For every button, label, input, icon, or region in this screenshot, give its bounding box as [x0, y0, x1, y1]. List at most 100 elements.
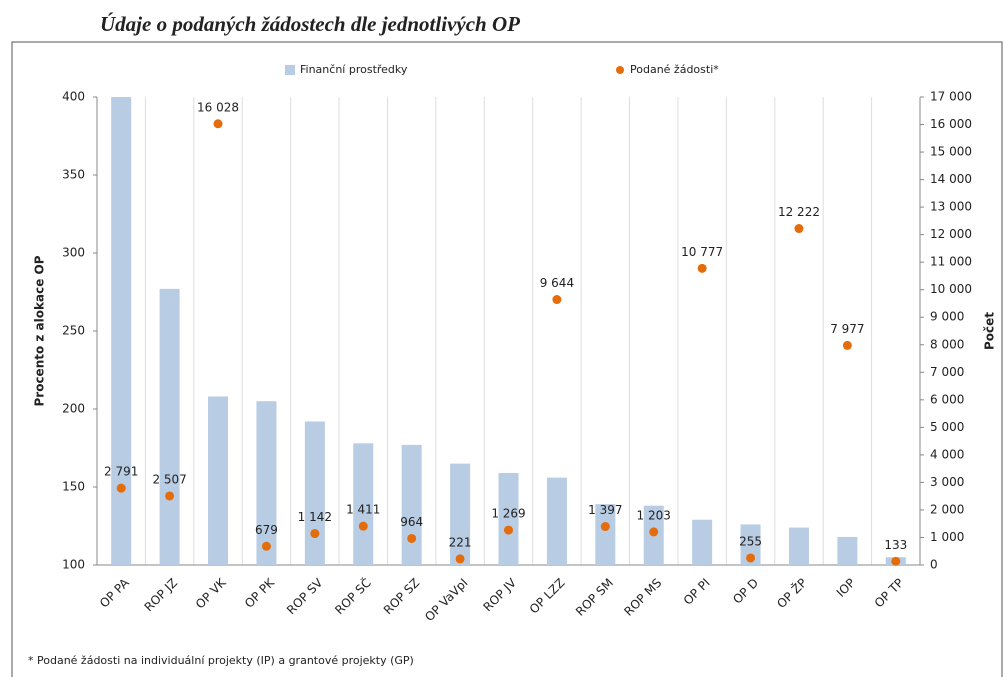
- x-tick-label: OP PI: [681, 576, 713, 608]
- x-tick-label: OP TP: [872, 576, 907, 611]
- data-label: 964: [400, 515, 423, 529]
- x-tick-label: OP LZZ: [527, 576, 568, 617]
- bar: [740, 524, 761, 565]
- point: [310, 529, 320, 539]
- point: [261, 541, 271, 551]
- y2-tick-label: 16 000: [930, 117, 972, 131]
- bar: [546, 477, 567, 565]
- x-tick-label: ROP JV: [480, 575, 519, 614]
- bar: [837, 536, 858, 565]
- point: [455, 554, 465, 564]
- bar: [256, 401, 277, 565]
- point: [358, 521, 368, 531]
- x-tick-label: ROP JZ: [142, 576, 181, 615]
- y-tick-label: 400: [62, 90, 85, 104]
- legend-swatch: [285, 65, 295, 75]
- bar: [208, 396, 229, 565]
- x-tick-label: ROP SM: [573, 576, 616, 619]
- x-tick-label: ROP SV: [284, 575, 326, 617]
- y2-tick-label: 2 000: [930, 502, 964, 516]
- data-label: 10 777: [681, 245, 723, 259]
- point: [697, 263, 707, 273]
- y2-tick-label: 14 000: [930, 172, 972, 186]
- point: [649, 527, 659, 537]
- bar: [304, 421, 325, 565]
- y-tick-label: 150: [62, 480, 85, 494]
- point: [407, 533, 417, 543]
- x-tick-label: OP VaVpI: [422, 576, 470, 624]
- y2-tick-label: 12 000: [930, 227, 972, 241]
- data-label: 1 142: [298, 510, 332, 524]
- point: [552, 295, 562, 305]
- x-tick-label: OP ŽP: [774, 575, 810, 611]
- footnote: * Podané žádosti na individuální projekt…: [28, 654, 414, 667]
- legend-label: Finanční prostředky: [300, 63, 408, 76]
- y2-tick-label: 6 000: [930, 392, 964, 406]
- chart-title: Údaje o podaných žádostech dle jednotliv…: [100, 12, 520, 36]
- x-tick-label: IOP: [834, 576, 858, 600]
- y2-tick-label: 4 000: [930, 447, 964, 461]
- point: [116, 483, 126, 493]
- x-tick-label: ROP SZ: [381, 576, 422, 617]
- bar: [353, 443, 374, 565]
- data-label: 221: [449, 535, 472, 549]
- legend-swatch: [616, 66, 624, 74]
- bar: [595, 504, 616, 565]
- data-label: 679: [255, 523, 278, 537]
- y2-tick-label: 1 000: [930, 530, 964, 544]
- point: [600, 522, 610, 532]
- data-label: 9 644: [540, 276, 574, 290]
- point: [746, 553, 756, 563]
- data-label: 16 028: [197, 100, 239, 114]
- bar: [450, 463, 471, 565]
- y2-tick-label: 13 000: [930, 200, 972, 214]
- y-tick-label: 300: [62, 246, 85, 260]
- y2-axis-title: Počet: [983, 312, 997, 350]
- bar: [692, 519, 713, 565]
- legend-label: Podané žádosti*: [630, 63, 719, 76]
- data-label: 2 507: [152, 472, 186, 486]
- point: [504, 525, 513, 535]
- y2-tick-label: 8 000: [930, 337, 964, 351]
- data-label: 12 222: [778, 205, 820, 219]
- data-label: 7 977: [830, 322, 864, 336]
- y2-tick-label: 0: [930, 558, 938, 572]
- point: [794, 224, 804, 234]
- point: [842, 340, 852, 350]
- data-label: 2 791: [104, 465, 138, 479]
- point: [891, 556, 901, 566]
- bar: [788, 527, 809, 565]
- y-tick-label: 350: [62, 168, 85, 182]
- bar: [159, 288, 180, 565]
- bar: [111, 97, 132, 565]
- point: [213, 119, 223, 129]
- y-tick-label: 100: [62, 558, 85, 572]
- y2-tick-label: 5 000: [930, 420, 964, 434]
- y2-tick-label: 3 000: [930, 475, 964, 489]
- x-tick-label: OP PA: [97, 575, 132, 610]
- point: [165, 491, 175, 501]
- x-tick-label: OP VK: [193, 575, 230, 612]
- data-label: 133: [884, 538, 907, 552]
- frame: [11, 41, 1003, 677]
- x-tick-label: ROP SČ: [332, 575, 374, 617]
- x-tick-label: OP D: [730, 576, 761, 607]
- bar: [498, 472, 519, 565]
- data-label: 1 269: [491, 507, 525, 521]
- y2-tick-label: 9 000: [930, 310, 964, 324]
- bar: [401, 444, 422, 565]
- data-label: 1 397: [588, 503, 622, 517]
- y-tick-label: 250: [62, 324, 85, 338]
- x-tick-label: OP PK: [242, 575, 278, 611]
- data-label: 255: [739, 534, 762, 548]
- y2-tick-label: 15 000: [930, 145, 972, 159]
- y2-tick-label: 10 000: [930, 282, 972, 296]
- y-axis-title: Procento z alokace OP: [33, 255, 47, 406]
- x-tick-label: ROP MS: [621, 576, 664, 619]
- y2-tick-label: 11 000: [930, 255, 972, 269]
- data-label: 1 203: [637, 508, 671, 522]
- y-tick-label: 200: [62, 402, 85, 416]
- data-label: 1 411: [346, 503, 380, 517]
- y2-tick-label: 17 000: [930, 90, 972, 104]
